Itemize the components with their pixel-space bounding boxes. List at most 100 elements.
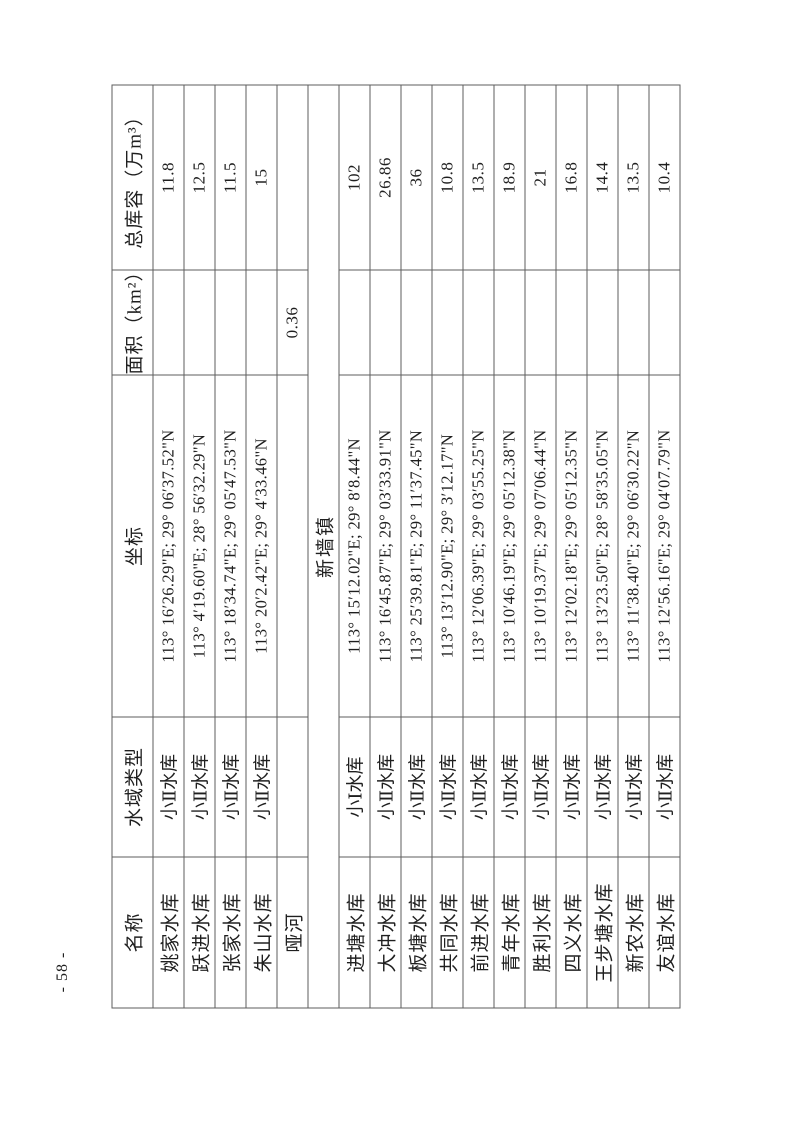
cell-name: 友谊水库: [648, 856, 680, 1008]
table-row: 朱山水库 小Ⅱ水库 113° 20′2.42"E; 29° 4′33.46"N 15: [245, 84, 277, 1008]
cell-capacity: 18.9: [493, 84, 525, 270]
cell-coord: 113° 12′06.39"E; 29° 03′55.25"N: [462, 374, 494, 717]
cell-type: 小Ⅱ水库: [493, 716, 525, 857]
cell-coord: 113° 15′12.02"E; 29° 8′8.44"N: [338, 374, 370, 717]
cell-coord: 113° 10′46.19"E; 29° 05′12.38"N: [493, 374, 525, 717]
cell-area: [214, 269, 246, 375]
cell-coord: 113° 10′19.37"E; 29° 07′06.44"N: [524, 374, 556, 717]
cell-coord: 113° 4′19.60"E; 28° 56′32.29"N: [183, 374, 215, 717]
cell-area: [586, 269, 618, 375]
cell-type: 小Ⅱ水库: [586, 716, 618, 857]
cell-name: 共同水库: [431, 856, 463, 1008]
cell-capacity: 102: [338, 84, 370, 270]
column-header-4: 总库容（万m³）: [111, 84, 153, 270]
cell-name: 进塘水库: [338, 856, 370, 1008]
cell-type: 小Ⅱ水库: [400, 716, 432, 857]
cell-area: [431, 269, 463, 375]
column-header-0: 名称: [111, 856, 153, 1008]
table-row: 哑河 0.36: [276, 84, 308, 1008]
table-body: 姚家水库 小Ⅱ水库 113° 16′26.29"E; 29° 06′37.52"N 1…: [152, 84, 680, 1008]
rotated-table-container: 名称 水域类型 坐标 面积（km²） 总库容（万m³） 姚家水库 小Ⅱ水库 113° 16′…: [111, 84, 680, 1008]
cell-area: [648, 269, 680, 375]
cell-capacity: 15: [245, 84, 277, 270]
cell-type: 小Ⅱ水库: [152, 716, 184, 857]
cell-type: 小Ⅱ水库: [431, 716, 463, 857]
cell-name: 新农水库: [617, 856, 649, 1008]
cell-area: [617, 269, 649, 375]
cell-name: 姚家水库: [152, 856, 184, 1008]
table-row: 新农水库 小Ⅱ水库 113° 11′38.40"E; 29° 06′30.22"N 1…: [617, 84, 649, 1008]
cell-capacity: 21: [524, 84, 556, 270]
reservoir-table: 名称 水域类型 坐标 面积（km²） 总库容（万m³） 姚家水库 小Ⅱ水库 113° 16′…: [111, 84, 680, 1008]
table-row: 进塘水库 小Ⅰ水库 113° 15′12.02"E; 29° 8′8.44"N 102: [338, 84, 370, 1008]
table-row: 王步塘水库 小Ⅱ水库 113° 13′23.50"E; 28° 58′35.05"N…: [586, 84, 618, 1008]
cell-coord: 113° 25′39.81"E; 29° 11′37.45"N: [400, 374, 432, 717]
cell-capacity: 11.5: [214, 84, 246, 270]
column-header-3: 面积（km²）: [111, 269, 153, 375]
cell-coord: 113° 16′45.87"E; 29° 03′33.91"N: [369, 374, 401, 717]
cell-capacity: [276, 84, 308, 270]
cell-coord: 113° 13′12.90"E; 29° 3′12.17"N: [431, 374, 463, 717]
cell-area: [245, 269, 277, 375]
cell-name: 朱山水库: [245, 856, 277, 1008]
cell-area: [555, 269, 587, 375]
cell-area: [338, 269, 370, 375]
cell-coord: 113° 12′56.16"E; 29° 04′07.79"N: [648, 374, 680, 717]
cell-type: 小Ⅱ水库: [524, 716, 556, 857]
column-header-2: 坐标: [111, 374, 153, 717]
cell-capacity: 11.8: [152, 84, 184, 270]
cell-name: 哑河: [276, 856, 308, 1008]
cell-type: [276, 716, 308, 857]
cell-coord: 113° 13′23.50"E; 28° 58′35.05"N: [586, 374, 618, 717]
cell-coord: 113° 20′2.42"E; 29° 4′33.46"N: [245, 374, 277, 717]
cell-name: 大冲水库: [369, 856, 401, 1008]
cell-coord: 113° 16′26.29"E; 29° 06′37.52"N: [152, 374, 184, 717]
cell-capacity: 13.5: [462, 84, 494, 270]
cell-capacity: 26.86: [369, 84, 401, 270]
cell-capacity: 10.4: [648, 84, 680, 270]
cell-name: 跃进水库: [183, 856, 215, 1008]
section-row-label: 新墙镇: [307, 84, 339, 1008]
cell-type: 小Ⅱ水库: [617, 716, 649, 857]
cell-type: 小Ⅰ水库: [338, 716, 370, 857]
cell-capacity: 12.5: [183, 84, 215, 270]
table-row: 姚家水库 小Ⅱ水库 113° 16′26.29"E; 29° 06′37.52"N 1…: [152, 84, 184, 1008]
cell-type: 小Ⅱ水库: [214, 716, 246, 857]
table-row: 青年水库 小Ⅱ水库 113° 10′46.19"E; 29° 05′12.38"N 1…: [493, 84, 525, 1008]
cell-coord: 113° 12′02.18"E; 29° 05′12.35"N: [555, 374, 587, 717]
cell-type: 小Ⅱ水库: [245, 716, 277, 857]
cell-name: 青年水库: [493, 856, 525, 1008]
table-row: 共同水库 小Ⅱ水库 113° 13′12.90"E; 29° 3′12.17"N 10…: [431, 84, 463, 1008]
table-row: 友谊水库 小Ⅱ水库 113° 12′56.16"E; 29° 04′07.79"N 1…: [648, 84, 680, 1008]
cell-area: [493, 269, 525, 375]
cell-area: [400, 269, 432, 375]
cell-type: 小Ⅱ水库: [462, 716, 494, 857]
cell-area: [462, 269, 494, 375]
table-row: 四义水库 小Ⅱ水库 113° 12′02.18"E; 29° 05′12.35"N 1…: [555, 84, 587, 1008]
table-row: 新墙镇: [307, 84, 339, 1008]
column-header-1: 水域类型: [111, 716, 153, 857]
cell-name: 王步塘水库: [586, 856, 618, 1008]
cell-capacity: 13.5: [617, 84, 649, 270]
cell-name: 四义水库: [555, 856, 587, 1008]
cell-area: [152, 269, 184, 375]
table-row: 张家水库 小Ⅱ水库 113° 18′34.74"E; 29° 05′47.53"N 1…: [214, 84, 246, 1008]
cell-coord: 113° 11′38.40"E; 29° 06′30.22"N: [617, 374, 649, 717]
cell-name: 胜利水库: [524, 856, 556, 1008]
cell-type: 小Ⅱ水库: [555, 716, 587, 857]
cell-capacity: 16.8: [555, 84, 587, 270]
table-row: 胜利水库 小Ⅱ水库 113° 10′19.37"E; 29° 07′06.44"N 2…: [524, 84, 556, 1008]
page-number: - 58 -: [54, 951, 71, 993]
cell-area: 0.36: [276, 269, 308, 375]
table-row: 跃进水库 小Ⅱ水库 113° 4′19.60"E; 28° 56′32.29"N 12…: [183, 84, 215, 1008]
cell-type: 小Ⅱ水库: [183, 716, 215, 857]
table-row: 前进水库 小Ⅱ水库 113° 12′06.39"E; 29° 03′55.25"N 1…: [462, 84, 494, 1008]
cell-area: [524, 269, 556, 375]
cell-area: [183, 269, 215, 375]
table-row: 大冲水库 小Ⅱ水库 113° 16′45.87"E; 29° 03′33.91"N 2…: [369, 84, 401, 1008]
cell-coord: [276, 374, 308, 717]
cell-name: 张家水库: [214, 856, 246, 1008]
cell-coord: 113° 18′34.74"E; 29° 05′47.53"N: [214, 374, 246, 717]
cell-name: 前进水库: [462, 856, 494, 1008]
